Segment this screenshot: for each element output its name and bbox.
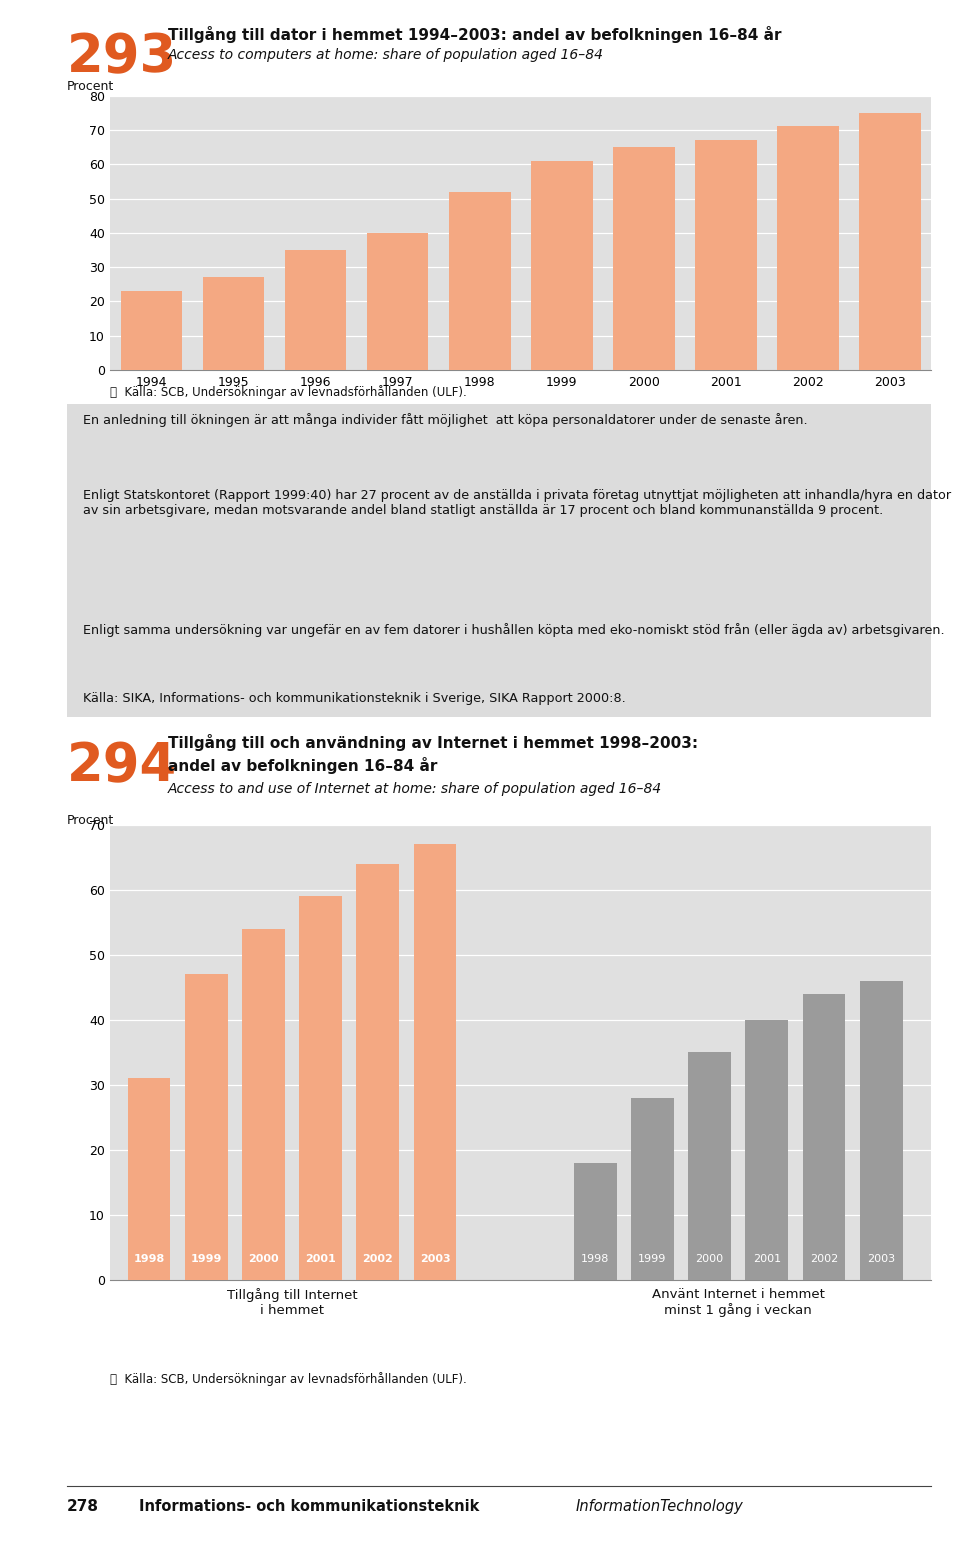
Bar [613,146,675,370]
Text: 2003: 2003 [867,1254,896,1263]
Text: Tillgång till dator i hemmet 1994–2003: andel av befolkningen 16–84 år: Tillgång till dator i hemmet 1994–2003: … [168,26,781,43]
Bar [367,233,428,370]
Bar [859,113,921,370]
Text: 2000: 2000 [695,1254,724,1263]
Text: 278: 278 [67,1499,99,1514]
Text: 293: 293 [67,31,178,83]
Bar [128,1078,171,1280]
Bar [203,278,264,370]
Bar [745,1019,788,1280]
Text: Access to computers at home: share of population aged 16–84: Access to computers at home: share of po… [168,48,604,62]
Text: 1999: 1999 [190,1254,222,1263]
Bar [242,928,285,1280]
Bar [449,191,511,370]
Text: Enligt samma undersökning var ungefär en av fem datorer i hushållen köpta med ek: Enligt samma undersökning var ungefär en… [83,623,945,637]
Text: 1999: 1999 [638,1254,666,1263]
Text: Access to and use of Internet at home: share of population aged 16–84: Access to and use of Internet at home: s… [168,782,662,796]
Bar [285,250,347,370]
Text: andel av befolkningen 16–84 år: andel av befolkningen 16–84 år [168,757,438,774]
Bar [778,126,839,370]
Text: Källa: SIKA, Informations- och kommunikationsteknik i Sverige, SIKA Rapport 2000: Källa: SIKA, Informations- och kommunika… [83,692,626,705]
Bar [531,160,592,370]
Text: Procent: Procent [67,814,114,827]
Bar [121,291,182,370]
Text: 2000: 2000 [248,1254,278,1263]
Text: Tillgång till Internet
i hemmet: Tillgång till Internet i hemmet [227,1288,357,1317]
Text: Ⓢ  Källa: SCB, Undersökningar av levnadsförhållanden (ULF).: Ⓢ Källa: SCB, Undersökningar av levnadsf… [110,1372,468,1386]
Bar [414,845,456,1280]
Text: 2001: 2001 [305,1254,336,1263]
Bar [695,140,756,370]
Bar [631,1098,674,1280]
Text: 2001: 2001 [753,1254,780,1263]
Bar [803,995,846,1280]
Text: InformationTechnology: InformationTechnology [576,1499,744,1514]
Text: Tillgång till och användning av Internet i hemmet 1998–2003:: Tillgång till och användning av Internet… [168,734,698,751]
Bar [300,896,342,1280]
Text: 294: 294 [67,740,178,793]
Text: 2003: 2003 [420,1254,450,1263]
Text: 1998: 1998 [581,1254,610,1263]
Text: Procent: Procent [67,80,114,93]
Text: Enligt Statskontoret (Rapport 1999:40) har 27 procent av de anställda i privata : Enligt Statskontoret (Rapport 1999:40) h… [83,489,950,517]
Bar [356,864,399,1280]
Text: 2002: 2002 [363,1254,394,1263]
Text: En anledning till ökningen är att många individer fått möjlighet  att köpa perso: En anledning till ökningen är att många … [83,413,807,427]
Text: 2002: 2002 [810,1254,838,1263]
Bar [688,1053,731,1280]
Bar [184,975,228,1280]
Bar [860,981,902,1280]
Text: Använt Internet i hemmet
minst 1 gång i veckan: Använt Internet i hemmet minst 1 gång i … [652,1288,825,1317]
Text: Ⓢ  Källa: SCB, Undersökningar av levnadsförhållanden (ULF).: Ⓢ Källa: SCB, Undersökningar av levnadsf… [110,386,468,399]
Text: 1998: 1998 [133,1254,164,1263]
Bar [574,1163,616,1280]
Text: Informations- och kommunikationsteknik: Informations- och kommunikationsteknik [139,1499,480,1514]
